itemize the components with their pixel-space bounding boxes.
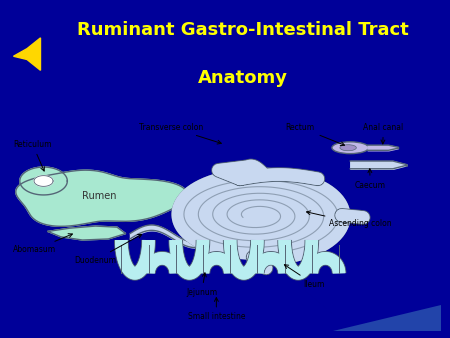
Text: Rectum: Rectum — [285, 123, 345, 146]
Text: Abomasum: Abomasum — [14, 234, 72, 254]
Text: Small intestine: Small intestine — [188, 312, 245, 321]
Ellipse shape — [340, 145, 356, 151]
Polygon shape — [34, 176, 53, 186]
Text: Anatomy: Anatomy — [198, 69, 288, 87]
Text: Ascending colon: Ascending colon — [306, 211, 392, 228]
Polygon shape — [16, 170, 187, 226]
Polygon shape — [48, 226, 126, 240]
Text: Transverse colon: Transverse colon — [139, 123, 221, 144]
Text: Anal canal: Anal canal — [363, 123, 404, 144]
Ellipse shape — [332, 142, 369, 154]
Text: Caecum: Caecum — [355, 169, 386, 190]
Text: Ileum: Ileum — [284, 265, 324, 289]
Text: Jejunum: Jejunum — [186, 273, 217, 297]
Text: Ruminant Gastro-Intestinal Tract: Ruminant Gastro-Intestinal Tract — [77, 21, 409, 39]
Polygon shape — [20, 167, 68, 195]
Polygon shape — [14, 38, 40, 70]
Text: Rumen: Rumen — [82, 191, 117, 201]
Text: Duodenum: Duodenum — [74, 234, 142, 265]
Text: Reticulum: Reticulum — [14, 140, 52, 171]
